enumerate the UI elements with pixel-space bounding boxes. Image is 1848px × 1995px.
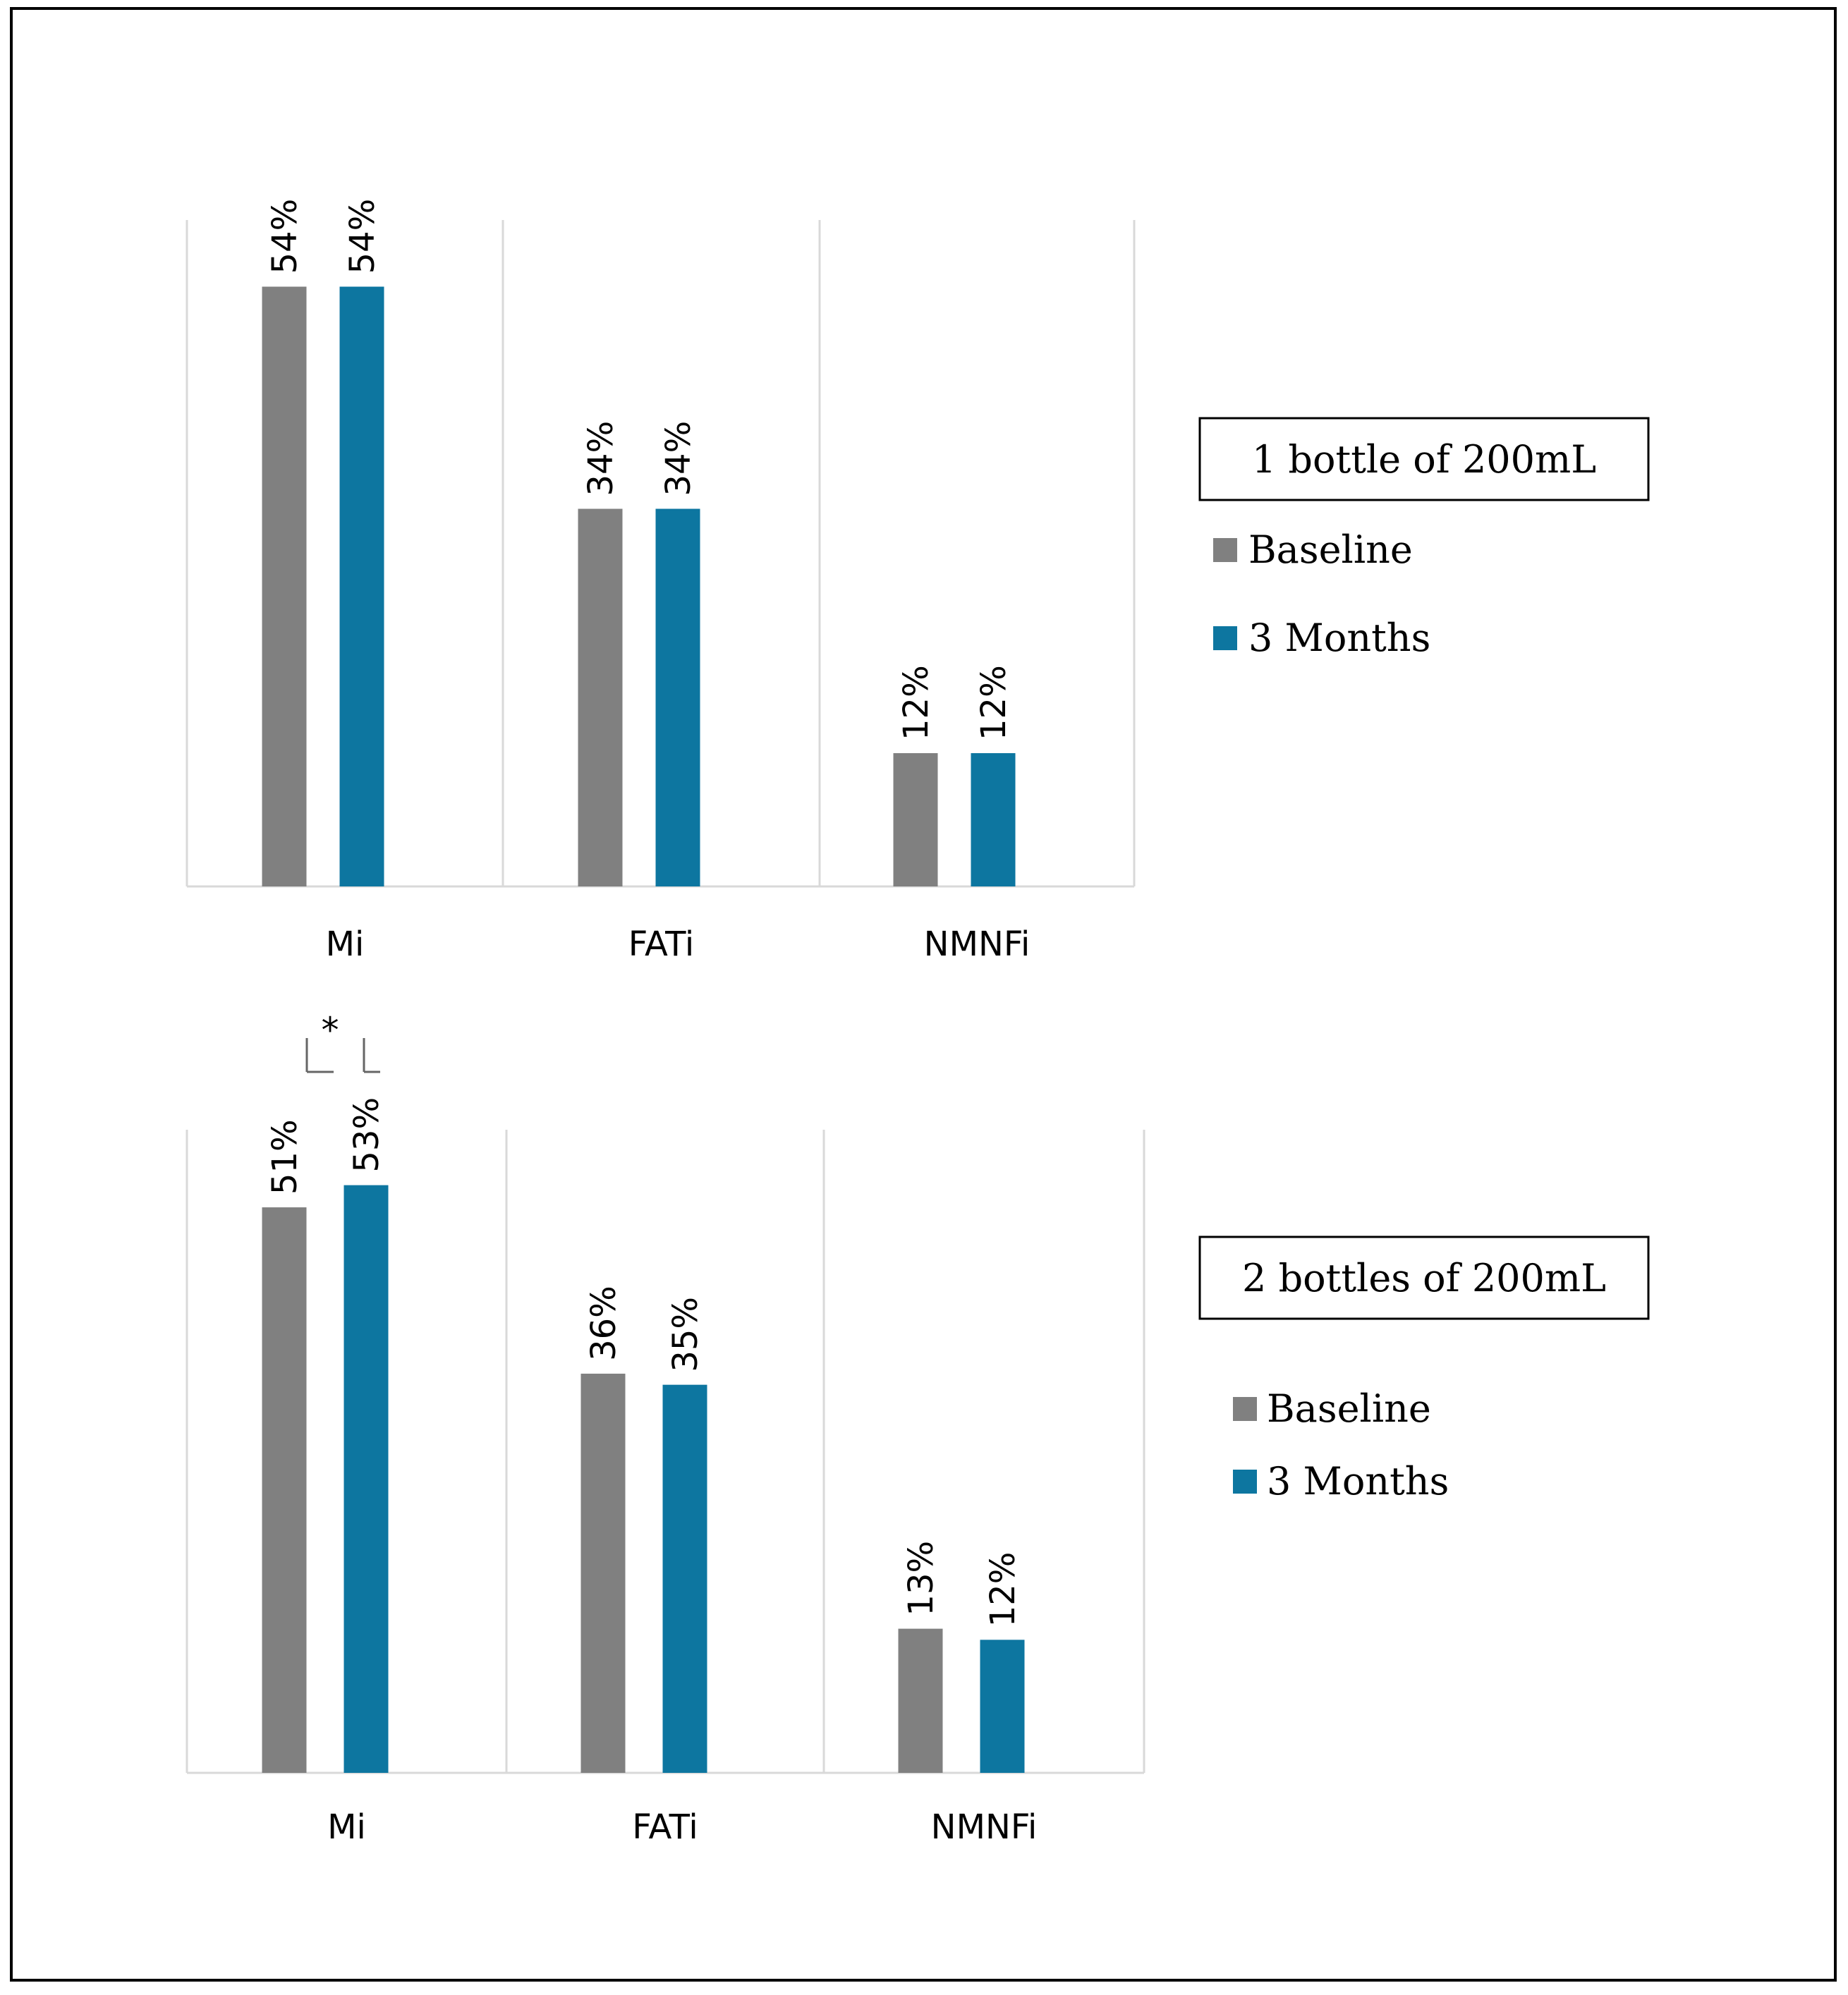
legend-swatch-baseline — [1233, 1397, 1257, 1421]
bar-3-months-fati — [655, 508, 700, 886]
legend: 2 bottles of 200mL Baseline 3 Months — [1198, 1236, 1650, 1503]
bar-3-months-mi — [339, 286, 384, 886]
legend-swatch-3-months — [1233, 1470, 1257, 1494]
data-label: 51% — [265, 1119, 305, 1195]
bar-3-months-nmnfi — [980, 1640, 1025, 1773]
legend-item-baseline: Baseline — [1248, 527, 1413, 572]
bar-baseline-fati — [578, 508, 623, 886]
data-label: 34% — [659, 421, 698, 496]
data-label: 36% — [584, 1286, 624, 1361]
chart-1: 54% 34% 12% 54% 34% 12% Mi FATi NMNFi 1 bottle of… — [186, 199, 1650, 964]
category-label-fati: FATi — [632, 1807, 698, 1847]
category-label-nmnfi: NMNFi — [924, 925, 1031, 964]
bar-baseline-nmnfi — [893, 753, 938, 886]
category-label-mi: Mi — [327, 1807, 366, 1847]
bar-3-months-fati — [662, 1384, 707, 1773]
legend-swatch-baseline — [1213, 538, 1237, 562]
bar-baseline-mi — [262, 1207, 307, 1773]
category-label-nmnfi: NMNFi — [931, 1807, 1038, 1847]
data-label: 12% — [983, 1552, 1023, 1628]
legend-title-box — [1198, 417, 1650, 501]
data-label: 34% — [581, 421, 621, 496]
bar-3-months-mi — [344, 1185, 389, 1773]
bar-3-months-nmnfi — [971, 753, 1016, 886]
bar-baseline-fati — [580, 1373, 626, 1773]
data-label: 53% — [347, 1097, 387, 1173]
significance-star: * — [322, 1010, 339, 1051]
data-label: 35% — [666, 1297, 705, 1372]
legend-title: 2 bottles of 200mL — [1242, 1256, 1606, 1300]
legend-item-3-months: 3 Months — [1248, 616, 1430, 660]
data-label: 12% — [896, 665, 936, 740]
legend-item-3-months: 3 Months — [1267, 1459, 1449, 1503]
category-label-fati: FATi — [628, 925, 695, 964]
data-label: 54% — [265, 199, 305, 274]
legend-title-box — [1198, 1236, 1650, 1320]
data-label: 12% — [974, 665, 1014, 740]
figure-frame — [10, 7, 1837, 1982]
significance-bracket — [305, 1038, 380, 1073]
legend-swatch-3-months — [1213, 626, 1237, 650]
category-label-mi: Mi — [326, 925, 365, 964]
chart-2: 51% 36% 13% 53% 35% 12% Mi FATi NMNFi * 2 bottles … — [186, 1010, 1650, 1847]
data-label: 54% — [343, 199, 382, 274]
data-label: 13% — [901, 1541, 941, 1616]
bar-baseline-nmnfi — [898, 1628, 943, 1773]
legend: 1 bottle of 200mL Baseline 3 Months — [1198, 417, 1650, 660]
bar-baseline-mi — [262, 286, 307, 886]
legend-item-baseline: Baseline — [1267, 1386, 1431, 1431]
legend-title: 1 bottle of 200mL — [1252, 437, 1596, 482]
